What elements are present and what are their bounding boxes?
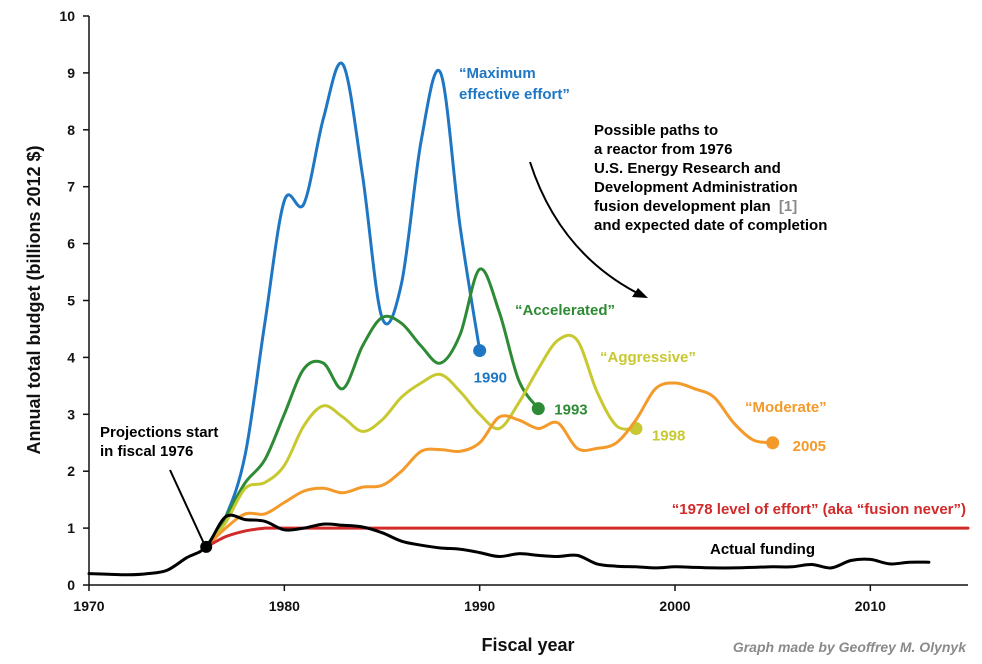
paths-note-line-3: U.S. Energy Research and — [594, 160, 781, 177]
series-name-label: “1978 level of effort” (aka “fusion neve… — [672, 501, 966, 518]
series-name-line: effective effort” — [459, 86, 570, 103]
y-ticks: 0 1 2 3 4 5 6 7 8 9 10 — [59, 8, 89, 593]
series-5: Actual funding — [87, 513, 931, 577]
series-name-label: “Moderate” — [745, 399, 827, 416]
paths-note: Possible paths to a reactor from 1976 U.… — [594, 122, 827, 234]
series-4: “1978 level of effort” (aka “fusion neve… — [204, 501, 970, 549]
y-tick-label: 6 — [67, 236, 75, 252]
x-tick-label: 1990 — [464, 598, 495, 614]
series-end-label: 1990 — [474, 370, 507, 387]
series-line-1 — [204, 267, 540, 549]
y-tick-label: 3 — [67, 406, 75, 422]
series-group: “Maximum effective effort”1990“Accelerate… — [87, 61, 970, 577]
series-end-label: 1998 — [652, 428, 685, 445]
paths-arrow — [529, 161, 644, 297]
y-tick-label: 9 — [67, 65, 75, 81]
series-line-0 — [204, 61, 482, 549]
credit-text: Graph made by Geoffrey M. Olynyk — [733, 639, 967, 655]
y-tick-label: 2 — [67, 463, 75, 479]
y-tick-label: 7 — [67, 179, 75, 195]
series-2: “Aggressive” 1998 — [204, 333, 696, 549]
y-tick-label: 4 — [67, 349, 75, 365]
projections-label-line-1: Projections start — [100, 424, 218, 441]
series-line-5 — [87, 513, 931, 577]
reference-marker: [1] — [779, 198, 797, 215]
x-axis-title: Fiscal year — [481, 635, 574, 655]
series-1: “Accelerated” 1993 — [204, 267, 615, 549]
series-name-label: “Maximum effective effort” — [459, 65, 570, 103]
x-tick-label: 2000 — [659, 598, 690, 614]
paths-note-line-4: Development Administration — [594, 179, 798, 196]
projection-pointer — [169, 469, 205, 543]
series-name-label: “Accelerated” — [515, 302, 615, 319]
series-line-2 — [204, 333, 638, 549]
projections-label: Projections start in fiscal 1976 — [100, 424, 223, 460]
y-axis-title: Annual total budget (billions 2012 $) — [24, 145, 44, 454]
y-tick-label: 1 — [67, 520, 75, 536]
y-tick-label: 8 — [67, 122, 75, 138]
y-tick-label: 10 — [59, 8, 75, 24]
y-tick-label: 5 — [67, 293, 75, 309]
paths-note-line-5: fusion development plan — [594, 198, 771, 215]
series-name-label: Actual funding — [710, 541, 815, 558]
series-end-marker — [531, 402, 545, 416]
x-ticks: 1970 1980 1990 2000 2010 — [73, 585, 886, 614]
series-end-marker — [473, 344, 487, 358]
series-end-label: 2005 — [793, 438, 826, 455]
x-tick-label: 2010 — [855, 598, 886, 614]
start-point — [200, 540, 213, 553]
paths-note-line-2: a reactor from 1976 — [594, 141, 732, 158]
paths-note-line-6: and expected date of completion — [594, 217, 827, 234]
series-3: “Moderate” 2005 — [204, 381, 827, 549]
series-name-line: “Maximum — [459, 65, 536, 82]
paths-arrowhead — [632, 288, 648, 298]
axes: 0 1 2 3 4 5 6 7 8 9 10 1970 1980 1990 2000 2010 — [59, 8, 968, 614]
series-0: “Maximum effective effort” 1990 — [204, 61, 570, 549]
series-line-3 — [204, 381, 775, 549]
paths-note-line-1: Possible paths to — [594, 122, 718, 139]
series-end-label: 1993 — [554, 402, 587, 419]
projections-label-line-2: in fiscal 1976 — [100, 443, 193, 460]
y-tick-label: 0 — [67, 577, 75, 593]
series-line-4 — [204, 526, 970, 549]
x-tick-label: 1980 — [269, 598, 300, 614]
series-name-label: “Aggressive” — [600, 349, 696, 366]
series-end-marker — [766, 436, 780, 450]
x-tick-label: 1970 — [73, 598, 104, 614]
